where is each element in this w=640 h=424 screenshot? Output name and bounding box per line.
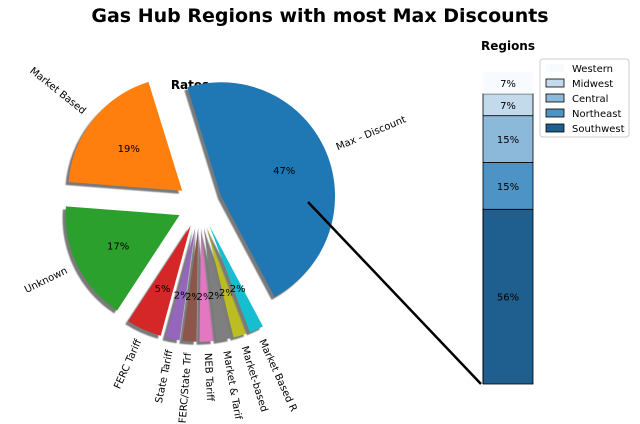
pie-shadow-state-tariff xyxy=(162,230,193,344)
pie-pct-label-state-tariff: 2% xyxy=(174,290,190,301)
figure-title: Gas Hub Regions with most Max Discounts xyxy=(91,5,548,27)
bar-pct-label-western: 7% xyxy=(500,79,516,90)
pie-slice-state-tariff xyxy=(165,227,196,341)
bar-segment-western xyxy=(483,72,533,94)
stacked-bar-chart: 56% 15% 15% 7% 7% xyxy=(482,72,534,385)
pie-category-label-max-discount: Max - Discount xyxy=(335,114,408,153)
pie-category-label-neb-tariff: NEB Tariff xyxy=(202,353,215,403)
bar-pct-label-central: 15% xyxy=(497,135,519,146)
legend-label-western: Western xyxy=(572,64,613,75)
pie-category-label-unknown: Unknown xyxy=(23,265,70,295)
pie-category-label-market-based: Market Based xyxy=(27,66,87,117)
pie-pct-label-neb-tariff: 2% xyxy=(197,292,213,303)
bar-segment-central xyxy=(482,115,534,163)
pie-slice-neb-tariff xyxy=(199,227,214,342)
pie-pct-label-market-based: 2% xyxy=(219,288,235,299)
pie-pct-label-ferc-state-trf: 2% xyxy=(185,292,201,303)
pie-slice-market-based xyxy=(68,81,183,191)
legend: Western Midwest Central Northeast Southwest xyxy=(539,58,630,138)
bar-title: Regions xyxy=(481,39,535,53)
bar-segment-northeast xyxy=(482,162,534,210)
legend-label-midwest: Midwest xyxy=(572,79,613,90)
pie-category-label-ferc-tariff: FERC Tariff xyxy=(112,337,144,391)
pie-pct-label-market-based: 19% xyxy=(118,144,140,155)
pie-pct-label-market-tarif: 2% xyxy=(208,291,224,302)
legend-swatch-southwest xyxy=(545,123,565,133)
pie-slice-ferc-tariff xyxy=(128,225,191,336)
legend-frame xyxy=(539,58,630,138)
pie-category-label-market-tarif: Market & Tarif xyxy=(220,350,243,421)
pie-slice-ferc-state-trf xyxy=(182,227,199,342)
pie-category-label-ferc-state-trf: FERC/State Trf xyxy=(178,352,194,424)
bar-pct-label-northeast: 15% xyxy=(497,182,519,193)
pie-pct-label-unknown: 17% xyxy=(107,241,129,252)
legend-swatch-midwest xyxy=(545,78,565,88)
pie-category-label-state-tariff: State Tariff xyxy=(154,348,176,404)
pie-slice-market-based-r xyxy=(209,225,263,333)
legend-label-southwest: Southwest xyxy=(572,124,625,135)
legend-label-northeast: Northeast xyxy=(572,109,621,120)
legend-swatch-western xyxy=(546,64,564,72)
pie-slice-max-discount xyxy=(187,82,336,297)
connector-line xyxy=(307,201,482,385)
legend-label-central: Central xyxy=(572,94,608,105)
legend-swatch-northeast xyxy=(545,108,565,118)
bar-pct-label-midwest: 7% xyxy=(500,101,516,112)
legend-swatch-central xyxy=(545,93,565,103)
bar-pct-label-southwest: 56% xyxy=(497,293,519,304)
pie-slice-unknown xyxy=(65,206,180,311)
pie-pct-label-max-discount: 47% xyxy=(273,166,295,177)
pie-pct-label-ferc-tariff: 5% xyxy=(155,284,171,295)
pie-pct-label-market-based-r: 2% xyxy=(230,284,246,295)
